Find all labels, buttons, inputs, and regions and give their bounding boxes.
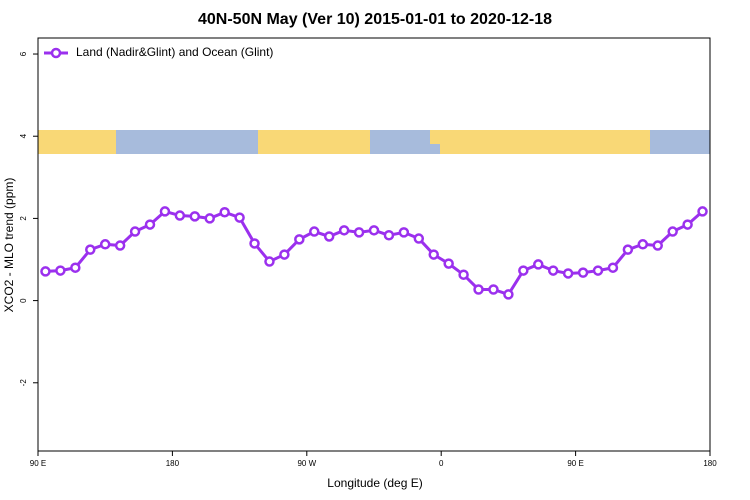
data-point (398, 227, 410, 238)
data-point (488, 284, 499, 295)
data-point (219, 206, 230, 218)
map-land (38, 130, 116, 154)
data-point (697, 206, 708, 217)
y-tick-label: 2 (19, 216, 28, 221)
data-point (323, 231, 335, 242)
map-land (490, 130, 650, 154)
data-point (682, 219, 693, 230)
legend-marker (50, 47, 62, 59)
legend-label: Land (Nadir&Glint) and Ocean (Glint) (76, 45, 273, 59)
data-point (114, 240, 126, 251)
data-line (45, 209, 704, 297)
y-tick-label: 0 (19, 298, 28, 303)
data-point (533, 259, 544, 270)
data-point (279, 249, 290, 260)
data-point (309, 226, 320, 237)
map-land (430, 130, 490, 144)
data-point (473, 284, 484, 295)
data-point (204, 213, 215, 224)
data-point (622, 244, 634, 255)
data-point (70, 262, 81, 273)
data-point (428, 249, 439, 260)
data-point (383, 230, 395, 241)
map-land (258, 130, 370, 154)
data-point (637, 239, 649, 250)
data-point (294, 234, 305, 245)
data-point (353, 227, 365, 238)
map-land (440, 144, 490, 154)
data-point (368, 225, 380, 236)
data-point (264, 256, 275, 267)
data-point (174, 210, 186, 221)
x-tick-label: 0 (439, 459, 444, 468)
chart-title: 40N-50N May (Ver 10) 2015-01-01 to 2020-… (198, 11, 552, 28)
data-point (667, 226, 678, 237)
data-point (144, 219, 156, 230)
data-point (652, 240, 663, 251)
x-tick-label: 180 (703, 459, 717, 468)
x-axis-label: Longitude (deg E) (327, 476, 422, 490)
data-point (413, 233, 425, 244)
x-tick-label: 180 (166, 459, 180, 468)
data-point (99, 239, 111, 250)
x-tick-label: 90 W (297, 459, 316, 468)
data-point (503, 289, 514, 300)
data-point (189, 211, 201, 222)
data-point (159, 206, 171, 217)
data-point (40, 266, 51, 277)
map-strip (38, 130, 710, 154)
data-point (249, 238, 260, 249)
data-point (458, 269, 469, 280)
x-tick-label: 90 E (30, 459, 46, 468)
x-tick-label: 90 E (567, 459, 583, 468)
data-point (592, 265, 604, 276)
data-point (518, 265, 529, 276)
y-tick-label: 6 (19, 51, 28, 56)
data-point (129, 226, 141, 237)
data-point (577, 267, 589, 278)
y-tick-label: 4 (19, 133, 28, 138)
data-point (85, 244, 96, 255)
data-point (443, 258, 454, 269)
y-tick-label: -2 (19, 379, 28, 387)
data-point (338, 225, 350, 236)
data-point (562, 268, 574, 279)
plot-frame (37, 37, 711, 452)
data-point (234, 212, 245, 223)
data-point (607, 262, 619, 273)
y-axis-label: XCO2 - MLO trend (ppm) (2, 178, 16, 313)
data-point (55, 265, 66, 276)
data-point (547, 265, 559, 276)
